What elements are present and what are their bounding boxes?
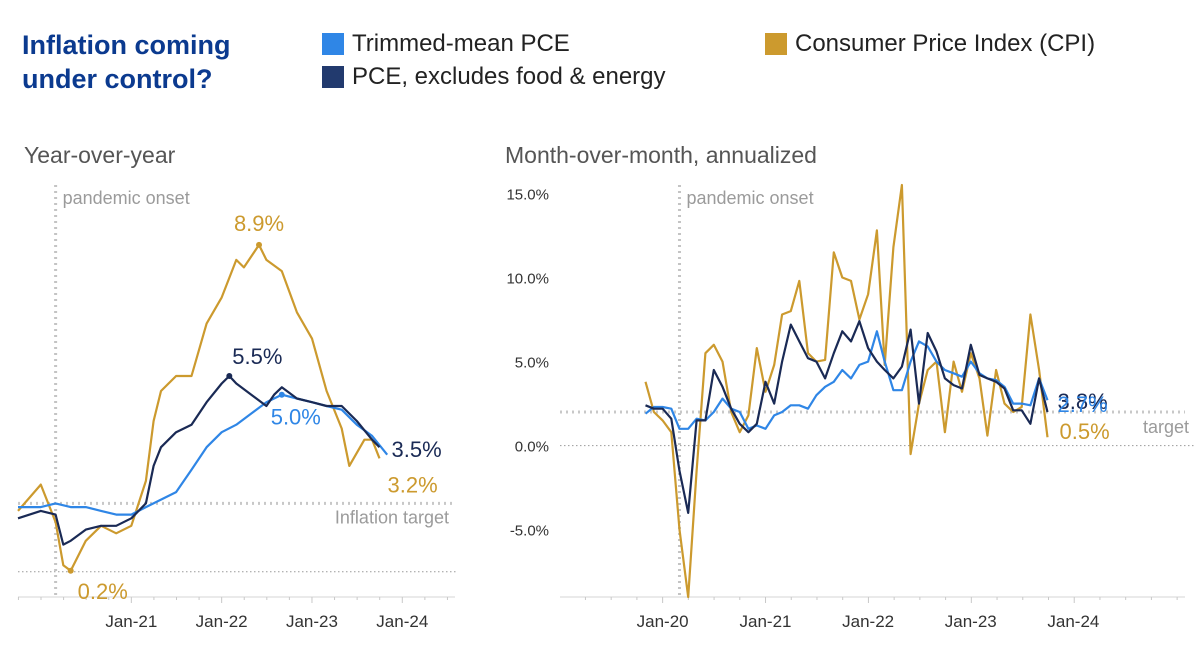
yoy-target-label: Inflation target <box>335 507 449 527</box>
yoy-cpi-peak-marker <box>256 241 263 248</box>
yoy-cpi-peak-label: 8.9% <box>234 211 284 236</box>
yoy-x-tick-label: Jan-21 <box>105 612 157 631</box>
yoy-series-trimmed-line <box>18 393 389 516</box>
yoy-trimmed-peak-label: 5.0% <box>271 405 321 430</box>
panel-title-yoy: Year-over-year <box>24 142 176 168</box>
yoy-cpi-low-marker <box>67 567 74 574</box>
yoy-core-end-label: 3.5% <box>392 437 442 462</box>
yoy-core-peak-label: 5.5% <box>232 344 282 369</box>
mom-series-trimmed-line <box>644 330 1049 430</box>
mom-x-tick-label: Jan-24 <box>1047 612 1099 631</box>
mom-x-tick-label: Jan-20 <box>637 612 689 631</box>
yoy-series-cpi-line <box>17 243 381 572</box>
mom-y-tick-label: 15.0% <box>506 186 549 203</box>
legend-swatch-core <box>322 66 344 88</box>
yoy-pandemic-label: pandemic onset <box>63 188 190 208</box>
mom-x-tick-label: Jan-23 <box>945 612 997 631</box>
yoy-cpi-end-label: 3.2% <box>388 472 438 497</box>
mom-trimmed-end-label: 2.7% <box>1058 392 1108 417</box>
chart-title: Inflation coming under control? <box>22 30 231 94</box>
legend-swatch-trimmed <box>322 33 344 55</box>
yoy-series-core-line <box>17 374 381 546</box>
mom-series-core-line <box>645 320 1049 514</box>
mom-x-tick-label: Jan-22 <box>842 612 894 631</box>
yoy-x-tick-label: Jan-23 <box>286 612 338 631</box>
yoy-x-tick-label: Jan-24 <box>376 612 428 631</box>
legend-swatch-cpi <box>765 33 787 55</box>
mom-cpi-end-label: 0.5% <box>1060 419 1110 444</box>
mom-pandemic-label: pandemic onset <box>686 188 813 208</box>
mom-y-tick-label: 10.0% <box>506 270 549 287</box>
mom-y-tick-label: 5.0% <box>515 355 549 372</box>
mom-target-label: target <box>1143 417 1189 437</box>
legend-label-cpi: Consumer Price Index (CPI) <box>795 30 1096 57</box>
legend-item-trimmed-mean-pce: Trimmed-mean PCE <box>322 30 570 58</box>
legend-label-core: PCE, excludes food & energy <box>352 63 666 90</box>
mom-y-tick-label: -5.0% <box>510 523 549 540</box>
mom-core-end-label: 3.8% <box>1058 389 1108 414</box>
mom-series-cpi-line <box>644 183 1049 599</box>
yoy-core-peak-marker <box>226 373 233 380</box>
mom-y-tick-label: 0.0% <box>515 439 549 456</box>
yoy-x-tick-label: Jan-22 <box>196 612 248 631</box>
yoy-trimmed-peak-marker <box>278 391 285 398</box>
legend-item-core-pce: PCE, excludes food & energy <box>322 63 666 91</box>
yoy-cpi-low-label: 0.2% <box>78 579 128 604</box>
panel-title-mom: Month-over-month, annualized <box>505 142 817 168</box>
mom-x-tick-label: Jan-21 <box>740 612 792 631</box>
legend-item-cpi: Consumer Price Index (CPI) <box>765 30 1095 58</box>
legend-label-trimmed: Trimmed-mean PCE <box>352 30 570 57</box>
